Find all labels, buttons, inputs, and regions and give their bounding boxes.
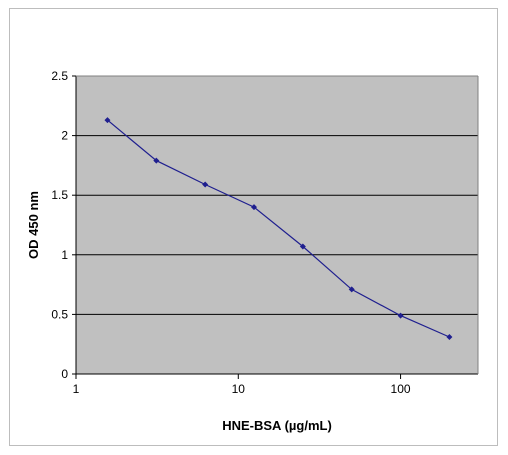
axes <box>72 75 479 379</box>
x-axis-title: HNE-BSA (µg/mL) <box>222 418 332 433</box>
series-line <box>107 119 450 338</box>
y-axis-title: OD 450 nm <box>26 191 41 259</box>
x-tick-label: 1 <box>73 382 80 396</box>
x-tick-label: 100 <box>391 382 411 396</box>
data-point <box>153 157 160 164</box>
data-point <box>104 117 111 124</box>
y-tick-label: 2.5 <box>51 69 68 83</box>
data-point <box>348 286 355 293</box>
data-point <box>251 204 258 211</box>
data-point <box>202 181 209 188</box>
x-tick-label: 10 <box>232 382 246 396</box>
data-point <box>397 312 404 319</box>
y-tick-label: 0.5 <box>51 307 68 321</box>
y-tick-label: 1 <box>61 248 68 262</box>
data-point <box>299 243 306 250</box>
series-layer <box>104 117 453 341</box>
y-tick-label: 1.5 <box>51 188 68 202</box>
y-tick-label: 0 <box>61 367 68 381</box>
y-tick-label: 2 <box>61 129 68 143</box>
y-tick-labels: 0 0.5 1 1.5 2 2.5 <box>51 69 68 381</box>
data-point <box>446 334 453 341</box>
x-tick-labels: 1 10 100 <box>73 382 411 396</box>
